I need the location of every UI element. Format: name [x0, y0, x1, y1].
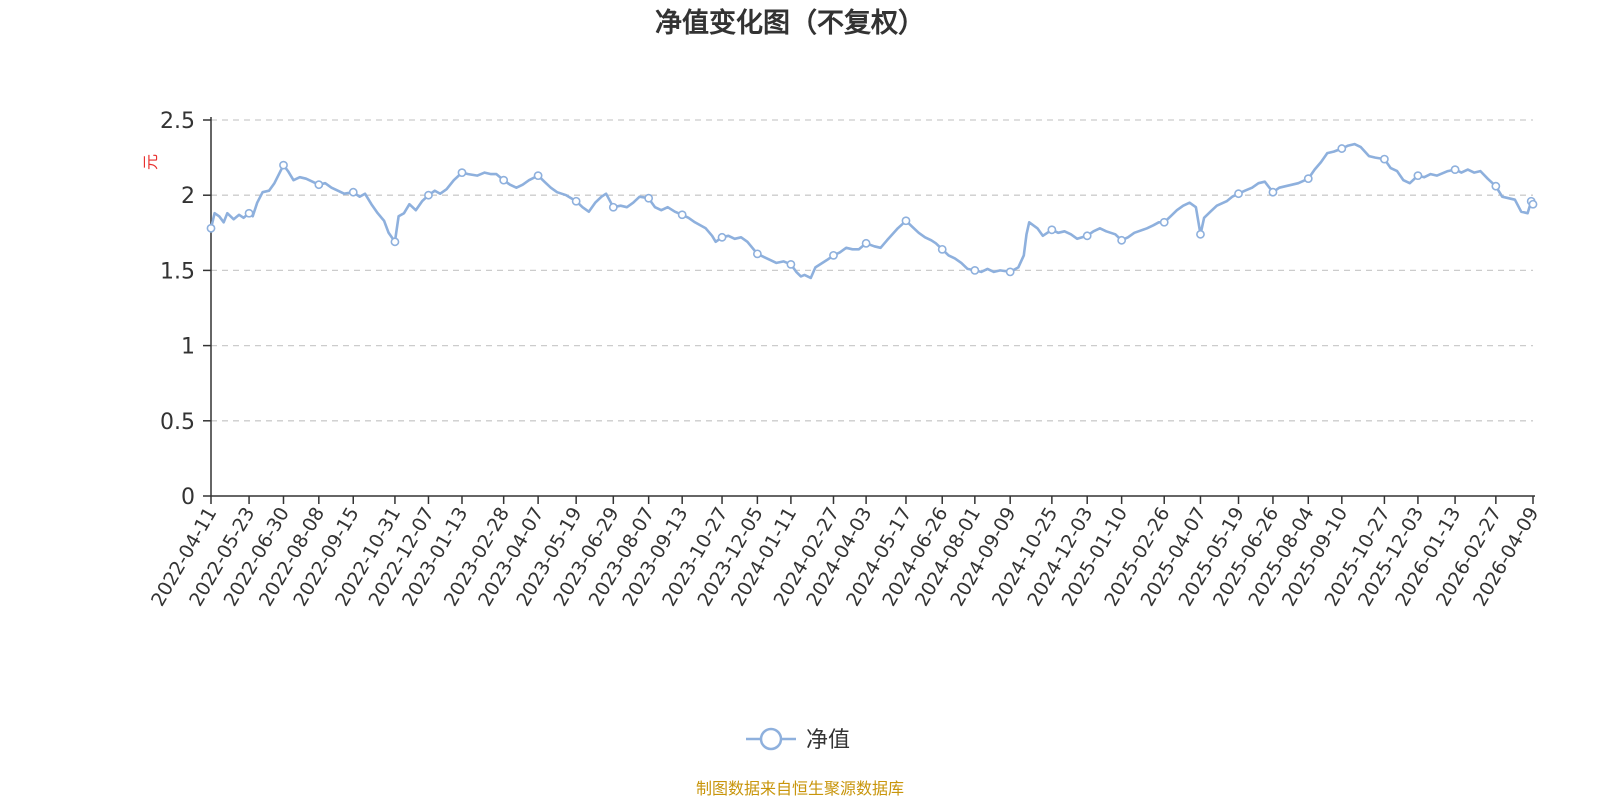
data-point-marker[interactable]	[1268, 187, 1278, 197]
data-point-marker[interactable]	[314, 180, 324, 190]
data-point-marker[interactable]	[861, 238, 871, 248]
data-point-marker[interactable]	[1159, 217, 1169, 227]
data-point-marker[interactable]	[786, 259, 796, 269]
data-point-marker[interactable]	[901, 216, 911, 226]
data-point-marker[interactable]	[348, 187, 358, 197]
legend-label: 净值	[806, 728, 850, 753]
data-point-marker[interactable]	[571, 196, 581, 206]
series-layer	[206, 142, 1538, 280]
y-tick-label: 2.5	[160, 109, 195, 134]
y-tick-label: 1.5	[160, 259, 195, 284]
data-point-marker[interactable]	[1234, 189, 1243, 199]
legend[interactable]: 净值	[746, 727, 850, 753]
data-point-marker[interactable]	[1379, 154, 1389, 164]
data-point-marker[interactable]	[1528, 199, 1538, 209]
chart-title: 净值变化图（不复权）	[655, 7, 925, 39]
data-point-marker[interactable]	[1450, 165, 1460, 175]
data-point-marker[interactable]	[829, 250, 838, 260]
data-point-marker[interactable]	[1303, 174, 1313, 184]
data-point-marker[interactable]	[608, 202, 618, 212]
data-point-marker[interactable]	[644, 193, 654, 203]
data-point-marker[interactable]	[970, 265, 980, 275]
data-point-marker[interactable]	[1082, 231, 1092, 241]
y-tick-label: 0	[181, 485, 195, 510]
y-tick-label: 1	[181, 335, 195, 360]
axis-layer: 00.511.522.52022-04-112022-05-232022-06-…	[147, 109, 1543, 610]
data-point-marker[interactable]	[390, 237, 400, 247]
data-point-marker[interactable]	[499, 175, 509, 185]
data-point-marker[interactable]	[1337, 144, 1347, 153]
data-point-marker[interactable]	[1196, 229, 1205, 239]
grid-layer	[211, 119, 1533, 422]
source-note: 制图数据来自恒生聚源数据库	[696, 779, 904, 798]
data-point-marker[interactable]	[424, 190, 433, 200]
data-point-marker[interactable]	[1117, 235, 1127, 245]
data-point-marker[interactable]	[1005, 267, 1015, 277]
y-tick-label: 0.5	[160, 410, 195, 435]
y-tick-label: 2	[181, 184, 195, 209]
nav-series-line	[209, 142, 1535, 280]
data-point-marker[interactable]	[937, 244, 947, 254]
data-point-marker[interactable]	[1491, 181, 1501, 191]
legend-marker	[759, 727, 783, 751]
data-point-marker[interactable]	[1413, 171, 1423, 181]
data-point-marker[interactable]	[752, 249, 762, 259]
data-point-marker[interactable]	[533, 171, 543, 181]
data-point-marker[interactable]	[457, 168, 467, 178]
data-point-marker[interactable]	[717, 232, 727, 242]
data-point-marker[interactable]	[244, 208, 254, 218]
y-axis-label: 元	[141, 154, 160, 170]
data-point-marker[interactable]	[1047, 225, 1057, 235]
data-point-marker[interactable]	[206, 223, 216, 233]
data-point-marker[interactable]	[677, 210, 687, 220]
data-point-marker[interactable]	[279, 160, 288, 170]
